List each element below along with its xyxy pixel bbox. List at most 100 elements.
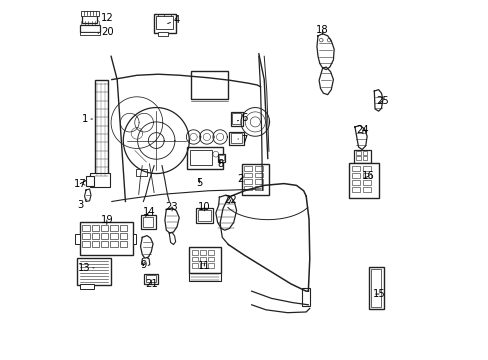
Text: 15: 15 xyxy=(372,289,385,299)
Bar xyxy=(120,233,126,239)
Bar xyxy=(353,149,370,163)
Bar xyxy=(244,179,252,184)
Bar xyxy=(82,15,97,23)
Bar xyxy=(207,263,213,267)
Bar xyxy=(188,247,221,273)
Bar xyxy=(348,163,378,198)
Text: 14: 14 xyxy=(142,207,155,217)
Bar xyxy=(110,241,117,247)
Text: 13: 13 xyxy=(78,263,94,273)
Bar xyxy=(244,166,252,171)
Bar xyxy=(255,179,263,184)
Bar xyxy=(101,241,108,247)
Text: 9: 9 xyxy=(140,260,146,270)
Bar xyxy=(91,173,95,184)
Bar xyxy=(120,225,126,231)
Bar xyxy=(81,12,99,16)
Bar xyxy=(80,25,100,32)
Text: 6: 6 xyxy=(237,113,247,123)
Bar xyxy=(192,257,198,261)
Bar xyxy=(356,151,360,155)
Bar xyxy=(255,186,263,190)
Bar xyxy=(190,71,228,99)
Bar xyxy=(101,233,108,239)
Bar xyxy=(207,257,213,261)
Bar xyxy=(362,173,370,178)
Bar xyxy=(362,187,370,192)
Bar xyxy=(156,17,172,30)
Bar xyxy=(200,250,205,255)
Bar xyxy=(351,180,359,185)
Text: 21: 21 xyxy=(144,279,157,289)
Bar xyxy=(92,241,99,247)
Text: 23: 23 xyxy=(165,202,178,212)
Bar xyxy=(192,250,198,255)
Bar xyxy=(187,147,223,168)
Bar xyxy=(362,166,370,171)
Bar xyxy=(207,250,213,255)
Bar xyxy=(200,257,205,261)
Bar xyxy=(80,222,133,255)
Bar xyxy=(198,210,210,221)
Bar xyxy=(368,267,383,309)
Text: 11: 11 xyxy=(198,261,210,271)
Bar xyxy=(362,151,366,155)
Text: 24: 24 xyxy=(356,125,368,135)
Bar xyxy=(229,132,244,145)
Text: 7: 7 xyxy=(238,135,247,145)
Bar xyxy=(188,273,221,282)
Bar xyxy=(351,173,359,178)
Bar xyxy=(301,288,309,306)
Text: 19: 19 xyxy=(100,215,113,225)
Bar xyxy=(145,275,156,282)
Text: 8: 8 xyxy=(217,159,223,169)
Text: 20: 20 xyxy=(98,27,114,37)
Bar xyxy=(244,186,252,190)
Text: 3: 3 xyxy=(77,200,86,210)
Bar xyxy=(255,173,263,177)
Text: 17: 17 xyxy=(74,179,86,189)
Bar xyxy=(192,263,198,267)
Text: 2: 2 xyxy=(237,174,243,184)
Bar xyxy=(92,225,99,231)
Text: 10: 10 xyxy=(198,202,210,212)
Bar xyxy=(80,32,100,35)
Bar xyxy=(142,217,152,226)
Bar xyxy=(362,180,370,185)
Text: 1: 1 xyxy=(81,114,92,124)
Text: 12: 12 xyxy=(98,13,114,23)
Bar xyxy=(144,274,158,284)
Bar xyxy=(82,241,89,247)
Bar xyxy=(101,225,108,231)
Bar xyxy=(356,156,360,160)
Text: 18: 18 xyxy=(316,25,328,35)
Bar xyxy=(80,284,94,289)
Bar xyxy=(244,173,252,177)
Bar xyxy=(230,112,243,126)
Bar xyxy=(86,176,94,186)
Bar xyxy=(158,32,168,36)
Bar xyxy=(196,208,213,223)
Bar xyxy=(255,166,263,171)
Bar xyxy=(77,258,110,285)
Bar xyxy=(217,154,225,162)
Bar xyxy=(110,225,117,231)
Bar xyxy=(200,263,205,267)
Bar xyxy=(154,14,175,33)
Bar xyxy=(140,215,155,229)
Bar xyxy=(136,169,147,176)
Text: 4: 4 xyxy=(167,15,179,26)
Bar xyxy=(82,225,89,231)
Text: 25: 25 xyxy=(375,96,388,106)
Bar xyxy=(82,233,89,239)
Bar xyxy=(362,156,366,160)
Bar xyxy=(351,166,359,171)
Bar xyxy=(241,164,268,195)
Bar xyxy=(110,233,117,239)
Bar xyxy=(90,173,110,187)
Bar xyxy=(92,233,99,239)
Bar xyxy=(370,269,380,307)
Bar xyxy=(351,187,359,192)
Text: 22: 22 xyxy=(224,195,237,205)
Bar xyxy=(94,80,108,181)
